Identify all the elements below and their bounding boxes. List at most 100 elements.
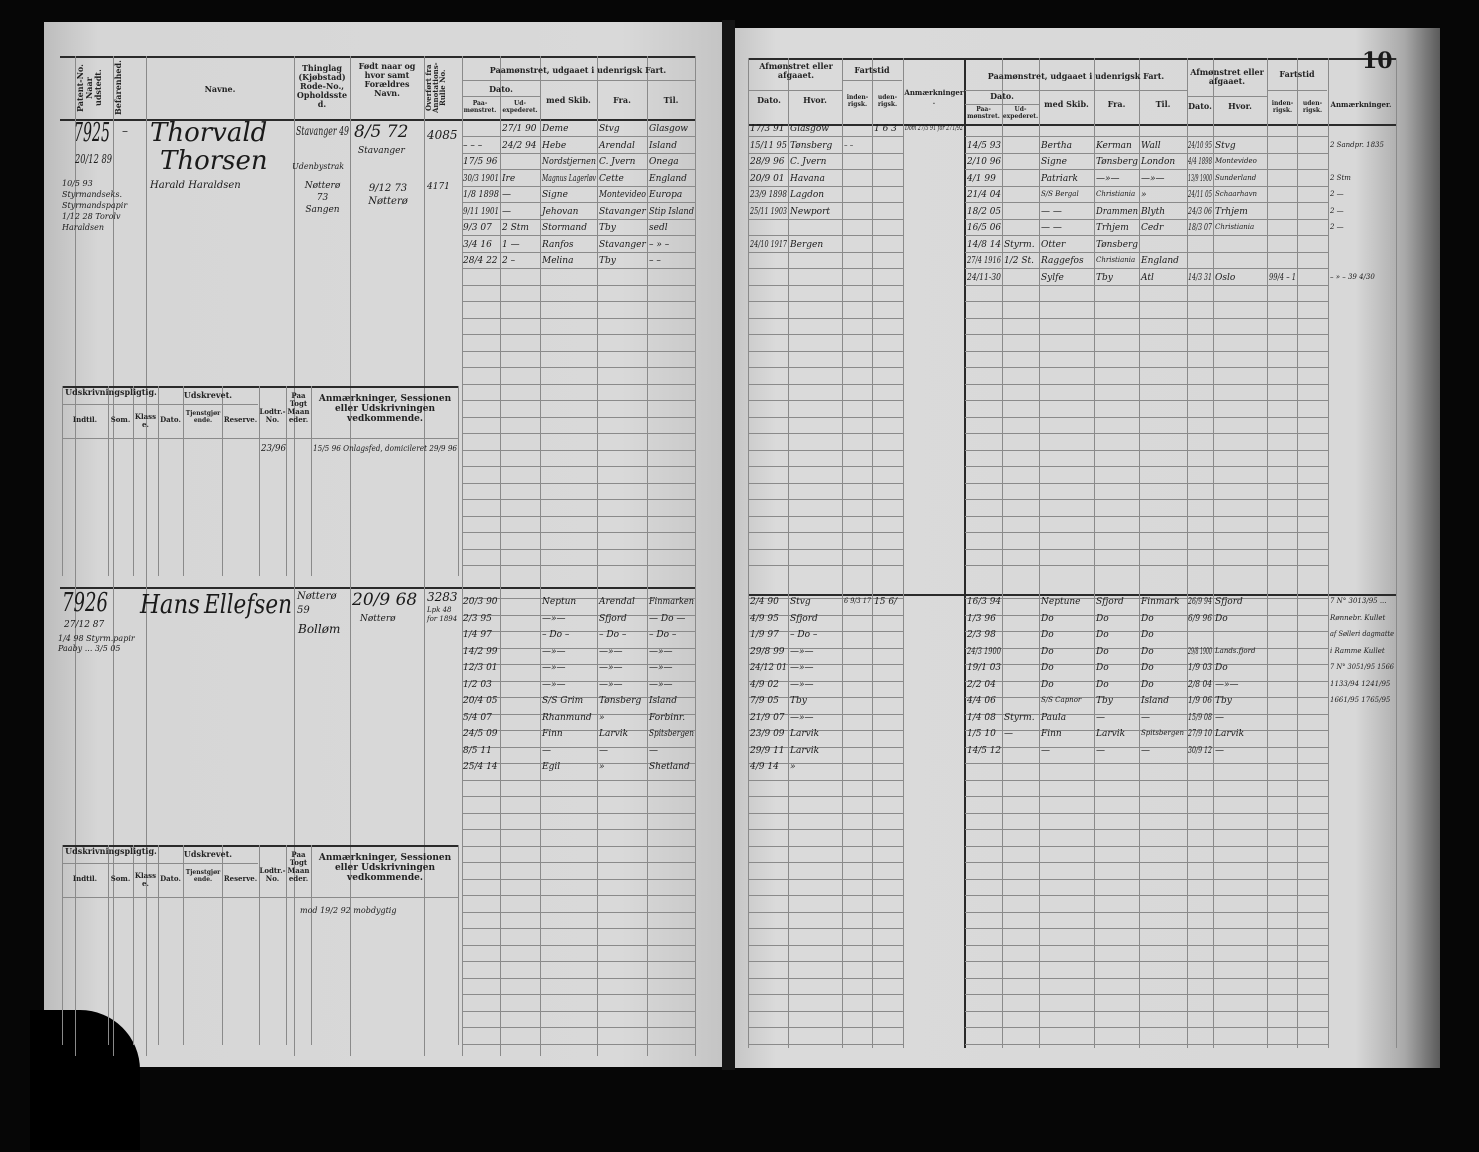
voyage-skib: —»— — [542, 613, 566, 624]
voyage-skib: Neptun — [542, 597, 577, 607]
row-line — [965, 994, 1328, 995]
row-line — [748, 367, 903, 368]
voyage2-hvor: — — [1215, 745, 1224, 756]
voyage2-til: Island — [1141, 696, 1169, 706]
record-born-place: Nøtterø — [360, 614, 396, 624]
voyage-paa: 25/4 14 — [463, 762, 498, 772]
grid-line — [965, 104, 1039, 105]
left-ledger-page — [44, 22, 724, 1067]
voyage2-skib: Raggefos — [1041, 256, 1084, 266]
row-line — [462, 152, 695, 154]
voyage2-dato: 29/8 1900 — [1188, 646, 1213, 657]
voyage2-til: Do — [1141, 679, 1154, 690]
book-gutter — [722, 20, 735, 1070]
row-line — [462, 1043, 695, 1045]
voyage2-dato: 14/3 31 — [1188, 272, 1212, 283]
row-line — [965, 317, 1328, 319]
voyage2-fra: —»— — [1096, 173, 1120, 184]
voyage2-hvor: Stvg — [1215, 140, 1236, 151]
row-line — [965, 664, 1328, 665]
grid-line — [133, 386, 134, 576]
voyage2-dato: 18/3 07 — [1188, 223, 1212, 233]
row-line — [462, 301, 695, 302]
voyage2-hvor: — — [1215, 712, 1224, 723]
row-line — [462, 383, 695, 385]
voyage2-paa: 1/5 10 — [967, 729, 996, 739]
row-line — [748, 350, 903, 352]
voyage-skib: — — [542, 745, 551, 756]
row-line — [462, 631, 695, 632]
voyage-paa: 14/2 99 — [463, 646, 498, 657]
row-line — [748, 895, 903, 896]
voyage-til: – – — [649, 256, 661, 266]
voyage2-dato: 6/9 96 — [1188, 613, 1213, 624]
record-extra-thinglag: Nøtterø 73 Sangen — [304, 181, 341, 215]
voyage2-anm: Rønnebr. Kullet — [1330, 613, 1386, 622]
return-dato: 4/9 14 — [750, 762, 779, 772]
row-line — [965, 218, 1328, 220]
grid-line — [158, 845, 159, 1045]
voyage2-fra: Do — [1096, 613, 1109, 624]
row-line — [462, 977, 695, 979]
row-line — [965, 796, 1328, 797]
voyage2-ud: — — [1004, 729, 1013, 739]
row-line — [965, 284, 1328, 286]
row-line — [748, 647, 903, 649]
row-line — [748, 713, 903, 715]
voyage-til: — Do — — [649, 613, 686, 624]
return-dato: 25/11 1903 — [750, 206, 788, 217]
record-first-name: Hans — [140, 590, 201, 620]
voyage2-ud: Styrm. — [1004, 712, 1035, 723]
voyage2-dato: 26/9 94 — [1188, 597, 1212, 607]
voyage2-fra: Do — [1096, 663, 1109, 673]
grid-line — [500, 56, 501, 1056]
voyage2-skib: Do — [1041, 613, 1054, 624]
row-line — [462, 763, 695, 764]
voyage2-dato: 24/11 05 — [1188, 190, 1212, 200]
record-udskrivning-note: 15/5 96 Onlagsfed, domicileret 29/9 96 — [313, 444, 458, 453]
voyage2-paa: 24/3 1900 — [967, 646, 1001, 657]
row-line — [462, 944, 695, 946]
row-line — [748, 466, 903, 467]
voyage2-paa: 14/5 93 — [967, 140, 1002, 151]
grid-line — [1094, 58, 1095, 1048]
grid-line — [462, 80, 695, 81]
header-ud: Ud-expederet. — [502, 100, 538, 114]
voyage2-hvor: Sfjord — [1215, 597, 1243, 607]
voyage-til: – » – — [649, 239, 670, 250]
voyage-til: Island — [649, 140, 677, 151]
voyage-til: —»— — [649, 663, 673, 673]
voyage2-skib: — — [1041, 745, 1050, 756]
row-line — [462, 202, 695, 203]
voyage-ud: Ire — [502, 173, 516, 184]
row-line — [965, 1010, 1328, 1012]
row-line — [965, 680, 1328, 682]
voyage-skib: Melina — [542, 256, 574, 266]
voyage-fra: —»— — [599, 646, 623, 657]
voyage2-til: Blyth — [1141, 206, 1165, 217]
voyage2-til: Wall — [1141, 140, 1161, 151]
voyage-fra: Arendal — [599, 597, 635, 607]
grid-line — [462, 96, 540, 97]
row-line — [748, 301, 903, 302]
row-line — [462, 218, 695, 220]
voyage2-til: —»— — [1141, 173, 1165, 184]
voyage-paa: 2/3 95 — [463, 613, 492, 624]
voyage2-til: Do — [1141, 613, 1154, 624]
voyage-skib: —»— — [542, 663, 566, 673]
grid-line — [842, 80, 902, 81]
voyage2-skib: Sylfe — [1041, 272, 1064, 283]
grid-line — [695, 56, 696, 1056]
grid-line — [62, 863, 258, 864]
row-line — [965, 515, 1328, 517]
return-hvor: Newport — [790, 206, 831, 217]
record-issued: 27/12 87 — [64, 620, 105, 630]
header-r-skib: med Skib. — [1044, 99, 1089, 109]
grid-line — [1328, 58, 1329, 1048]
row-line — [462, 598, 695, 599]
voyage2-paa: 27/4 1916 — [967, 256, 1001, 266]
row-line — [748, 664, 903, 665]
voyage-skib: Finn — [542, 729, 563, 739]
grid-line — [146, 56, 147, 1056]
row-line — [748, 268, 903, 269]
